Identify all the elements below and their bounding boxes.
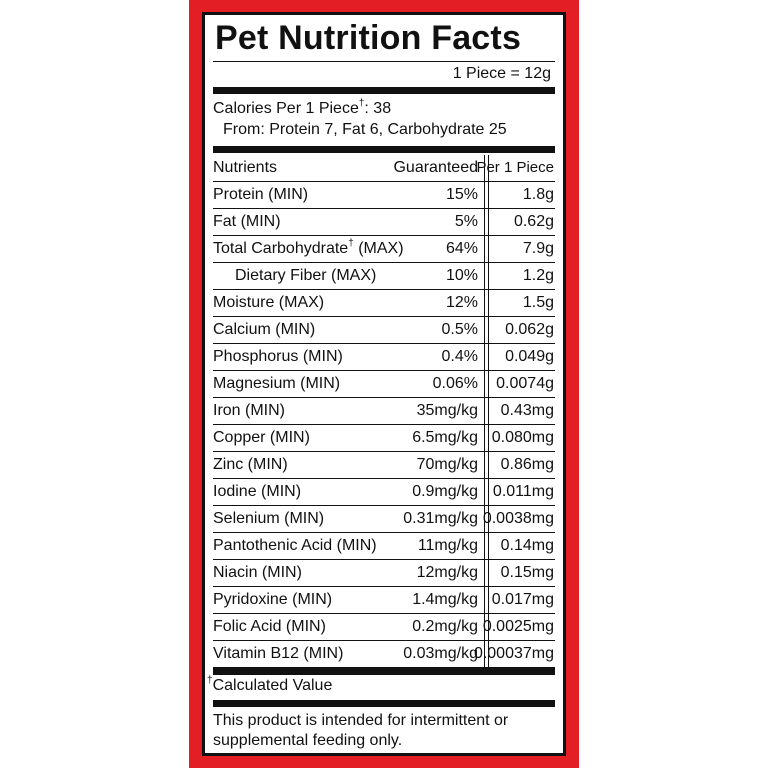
nutrient-name: Niacin (MIN)	[213, 564, 302, 581]
nutrient-name: Folic Acid (MIN)	[213, 618, 326, 635]
per-piece-value: 0.15mg	[500, 564, 554, 581]
table-row: Vitamin B12 (MIN) 0.03mg/kg 0.00037mg	[213, 641, 555, 668]
guaranteed-value: 64%	[445, 240, 478, 257]
table-row: Magnesium (MIN) 0.06% 0.0074g	[213, 371, 555, 398]
table-row: Pantothenic Acid (MIN) 11mg/kg 0.14mg	[213, 533, 555, 560]
nutrient-name: Phosphorus (MIN)	[213, 348, 343, 365]
nutrient-name: Pyridoxine (MIN)	[213, 591, 333, 608]
divider-thick	[213, 700, 555, 707]
nutrient-name: Iron (MIN)	[213, 402, 285, 419]
table-row: Calcium (MIN) 0.5% 0.062g	[213, 317, 555, 344]
per-piece-value: 0.43mg	[500, 402, 554, 419]
serving-size: 1 Piece = 12g	[452, 65, 551, 82]
nutrient-name: Calcium (MIN)	[213, 321, 316, 338]
header-guaranteed: Guaranteed	[393, 159, 478, 176]
guaranteed-value: 10%	[445, 267, 478, 284]
per-piece-value: 0.062g	[505, 321, 554, 338]
calories-line: Calories Per 1 Piece†: 38	[213, 98, 392, 117]
per-piece-value: 0.0038mg	[482, 510, 554, 527]
table-row: Protein (MIN) 15% 1.8g	[213, 182, 555, 209]
table-row: Moisture (MAX) 12% 1.5g	[213, 290, 555, 317]
guaranteed-value: 0.5%	[441, 321, 478, 338]
table-row: Folic Acid (MIN) 0.2mg/kg 0.0025mg	[213, 614, 555, 641]
label-title: Pet Nutrition Facts	[215, 19, 522, 57]
per-piece-value: 1.8g	[522, 186, 554, 203]
per-piece-value: 0.14mg	[500, 537, 554, 554]
guaranteed-value: 5%	[454, 213, 478, 230]
nutrient-name: Dietary Fiber (MAX)	[235, 267, 377, 284]
calories-breakdown: From: Protein 7, Fat 6, Carbohydrate 25	[223, 121, 507, 138]
nutrient-name: Zinc (MIN)	[213, 456, 288, 473]
per-piece-value: 0.011mg	[492, 483, 554, 500]
per-piece-value: 1.5g	[522, 294, 554, 311]
table-row: Total Carbohydrate† (MAX) 64% 7.9g	[213, 236, 555, 263]
per-piece-value: 0.0025mg	[482, 618, 554, 635]
divider-line	[213, 61, 555, 62]
table-row: Phosphorus (MIN) 0.4% 0.049g	[213, 344, 555, 371]
divider-thick	[213, 146, 555, 153]
table-row: Selenium (MIN) 0.31mg/kg 0.0038mg	[213, 506, 555, 533]
guaranteed-value: 35mg/kg	[416, 402, 478, 419]
guaranteed-value: 0.03mg/kg	[403, 645, 478, 662]
per-piece-value: 0.86mg	[500, 456, 554, 473]
guaranteed-value: 15%	[445, 186, 478, 203]
table-row: Copper (MIN) 6.5mg/kg 0.080mg	[213, 425, 555, 452]
nutrient-name: Protein (MIN)	[213, 186, 309, 203]
table-header-row: Nutrients Guaranteed Per 1 Piece	[213, 155, 555, 182]
nutrient-name: Iodine (MIN)	[213, 483, 302, 500]
guaranteed-value: 70mg/kg	[416, 456, 478, 473]
nutrient-name: Selenium (MIN)	[213, 510, 325, 527]
guaranteed-value: 12%	[445, 294, 478, 311]
nutrient-name: Magnesium (MIN)	[213, 375, 341, 392]
column-divider	[484, 155, 485, 668]
divider-thick	[213, 668, 555, 675]
nutrient-name: Fat (MIN)	[213, 213, 281, 230]
guaranteed-value: 6.5mg/kg	[412, 429, 478, 446]
nutrient-name: Moisture (MAX)	[213, 294, 325, 311]
table-row: Iron (MIN) 35mg/kg 0.43mg	[213, 398, 555, 425]
nutrient-name: Copper (MIN)	[213, 429, 310, 446]
nutrient-name: Pantothenic Acid (MIN)	[213, 537, 377, 554]
per-piece-value: 0.049g	[505, 348, 554, 365]
table-row: Pyridoxine (MIN) 1.4mg/kg 0.017mg	[213, 587, 555, 614]
table-row: Fat (MIN) 5% 0.62g	[213, 209, 555, 236]
header-nutrients: Nutrients	[213, 159, 278, 176]
per-piece-value: 0.00037mg	[473, 645, 554, 662]
table-row: Zinc (MIN) 70mg/kg 0.86mg	[213, 452, 555, 479]
per-piece-value: 0.080mg	[491, 429, 554, 446]
nutrition-label: Pet Nutrition Facts 1 Piece = 12g Calori…	[202, 12, 566, 756]
table-row: Niacin (MIN) 12mg/kg 0.15mg	[213, 560, 555, 587]
footnote: †Calculated Value	[207, 675, 333, 694]
guaranteed-value: 0.2mg/kg	[412, 618, 478, 635]
per-piece-value: 0.017mg	[491, 591, 554, 608]
guaranteed-value: 11mg/kg	[417, 537, 478, 554]
table-row: Iodine (MIN) 0.9mg/kg 0.011mg	[213, 479, 555, 506]
per-piece-value: 0.62g	[513, 213, 554, 230]
guaranteed-value: 0.31mg/kg	[403, 510, 478, 527]
guaranteed-value: 12mg/kg	[416, 564, 478, 581]
divider-thick	[213, 87, 555, 94]
per-piece-value: 1.2g	[522, 267, 554, 284]
header-per-piece: Per 1 Piece	[476, 159, 554, 176]
per-piece-value: 0.0074g	[496, 375, 554, 392]
guaranteed-value: 0.06%	[432, 375, 478, 392]
guaranteed-value: 0.9mg/kg	[412, 483, 478, 500]
guaranteed-value: 0.4%	[441, 348, 478, 365]
table-row: Dietary Fiber (MAX) 10% 1.2g	[213, 263, 555, 290]
per-piece-value: 7.9g	[522, 240, 554, 257]
column-divider	[488, 155, 489, 668]
nutrient-name: Total Carbohydrate† (MAX)	[213, 238, 404, 257]
nutrient-name: Vitamin B12 (MIN)	[213, 645, 344, 662]
feeding-notice: This product is intended for intermitten…	[213, 712, 509, 749]
guaranteed-value: 1.4mg/kg	[412, 591, 478, 608]
